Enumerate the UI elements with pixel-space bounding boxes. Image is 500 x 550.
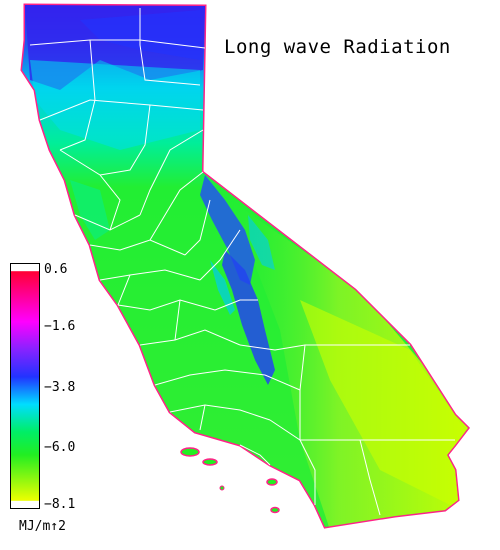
channel-islands bbox=[180, 447, 280, 514]
colorbar-unit: MJ/m↑2 bbox=[19, 519, 66, 534]
colorbar-tick-label: −3.8 bbox=[44, 380, 76, 395]
colorbar-tick-label: −1.6 bbox=[44, 319, 76, 334]
map-title: Long wave Radiation bbox=[224, 36, 451, 58]
colorbar-tick-label: 0.6 bbox=[44, 262, 68, 277]
colorbar-tick-label: −8.1 bbox=[44, 497, 76, 512]
colorbar bbox=[10, 263, 40, 509]
colorbar-tick-label: −6.0 bbox=[44, 440, 76, 455]
county-boundaries bbox=[29, 8, 455, 516]
